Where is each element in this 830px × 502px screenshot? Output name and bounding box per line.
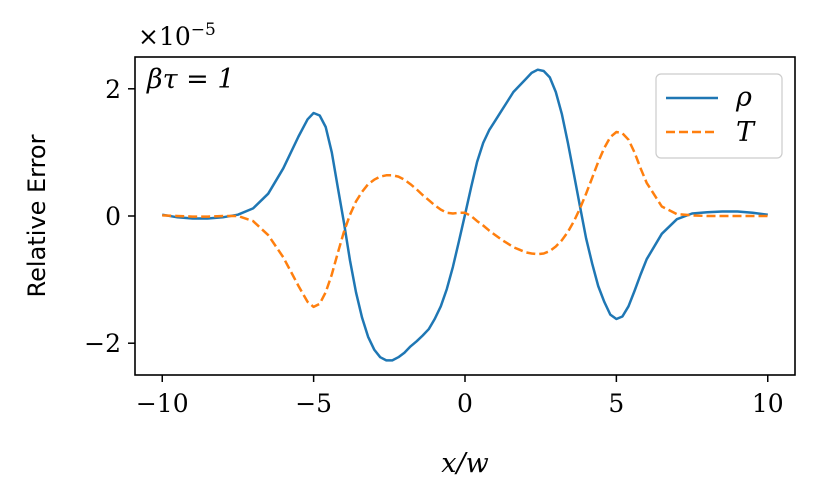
series-line-rho	[161, 68, 768, 362]
y-axis-ticks: −2 0 2	[84, 75, 135, 358]
legend: ρ T	[655, 73, 783, 159]
series-line-t	[162, 130, 768, 309]
y-multiplier: ×10−5	[138, 20, 216, 51]
legend-box	[655, 73, 783, 159]
legend-label-rho: ρ	[735, 82, 752, 113]
y-axis-label: Relative Error	[23, 134, 51, 297]
legend-label-t: T	[736, 117, 756, 148]
y-tick-label: 2	[105, 75, 121, 104]
x-axis-ticks: −10 −5 0 5 10	[136, 375, 784, 418]
x-tick-label: 0	[457, 389, 473, 418]
x-tick-label: 10	[752, 389, 784, 418]
x-tick-label: 5	[608, 389, 624, 418]
x-axis-label: x/w	[441, 448, 488, 479]
series-lines	[161, 68, 768, 362]
y-tick-label: 0	[105, 202, 121, 231]
x-tick-label: −10	[136, 389, 189, 418]
y-tick-label: −2	[84, 329, 121, 358]
x-tick-label: −5	[295, 389, 332, 418]
beta-tau-annotation: βτ = 1	[146, 64, 235, 95]
